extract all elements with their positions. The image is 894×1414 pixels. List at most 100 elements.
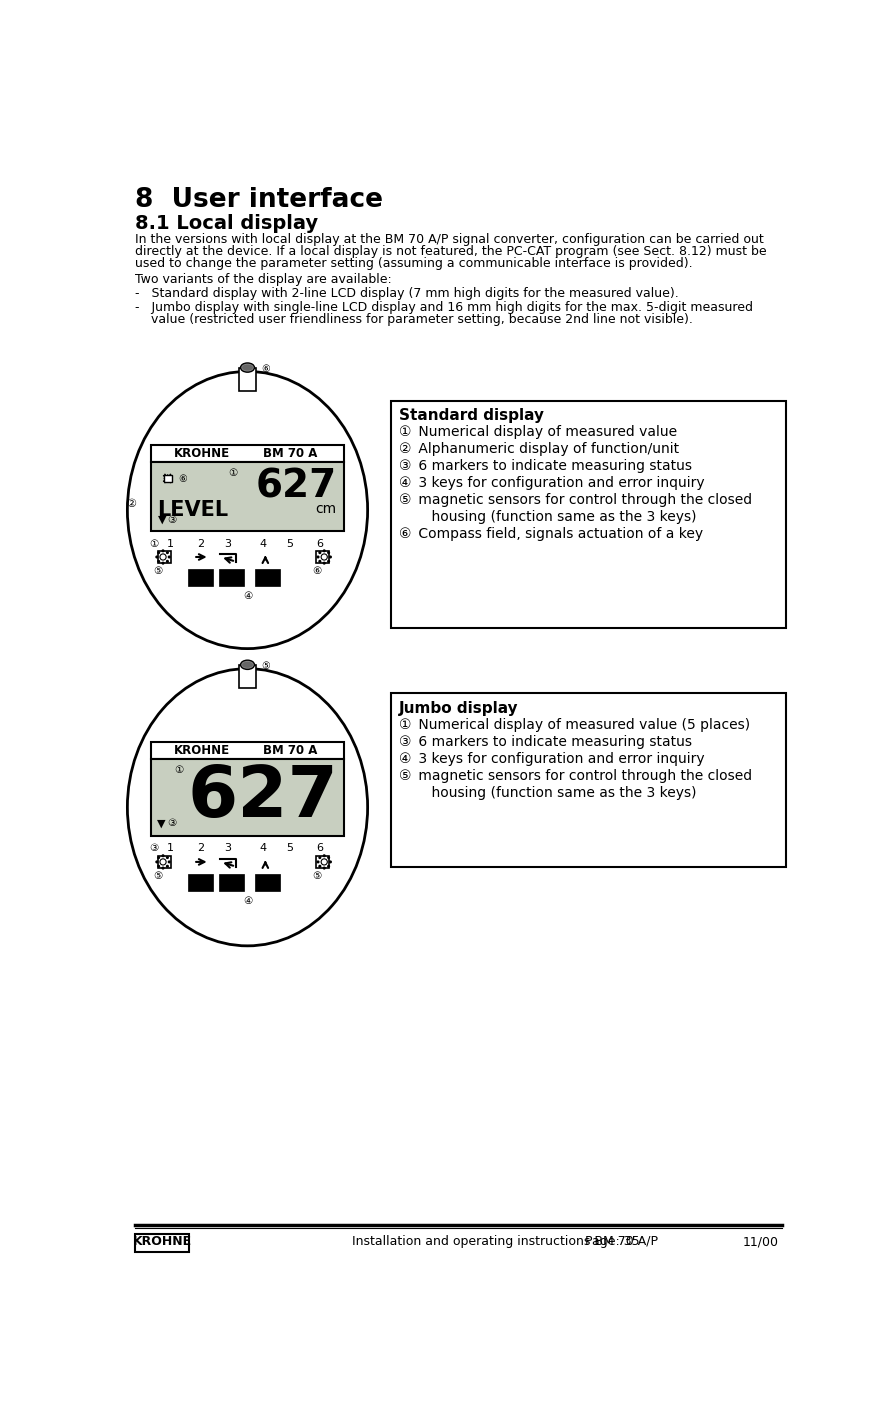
- Ellipse shape: [318, 560, 321, 563]
- Text: magnetic sensors for control through the closed: magnetic sensors for control through the…: [414, 769, 752, 783]
- Bar: [188, 874, 213, 891]
- Ellipse shape: [241, 365, 253, 370]
- Text: 627: 627: [255, 468, 336, 506]
- Ellipse shape: [167, 556, 171, 559]
- Ellipse shape: [323, 549, 325, 553]
- Text: ⑥: ⑥: [178, 474, 187, 484]
- Text: 1: 1: [166, 539, 173, 549]
- Text: 3: 3: [224, 539, 232, 549]
- Text: 8  User interface: 8 User interface: [135, 187, 383, 212]
- Text: ⑤: ⑤: [398, 769, 410, 783]
- Bar: [150, 759, 344, 836]
- Text: ④: ④: [242, 591, 252, 601]
- Text: 4: 4: [259, 539, 266, 549]
- Text: housing (function same as the 3 keys): housing (function same as the 3 keys): [414, 510, 696, 525]
- Text: value (restricted user friendliness for parameter setting, because 2nd line not : value (restricted user friendliness for …: [135, 312, 692, 325]
- Text: 1: 1: [166, 843, 173, 854]
- Text: BM 70 A: BM 70 A: [263, 447, 317, 460]
- Text: ①: ①: [228, 468, 237, 478]
- Ellipse shape: [323, 867, 325, 870]
- Ellipse shape: [241, 662, 253, 667]
- Ellipse shape: [157, 551, 160, 554]
- Text: ②: ②: [127, 499, 137, 509]
- Text: Numerical display of measured value (5 places): Numerical display of measured value (5 p…: [414, 718, 749, 732]
- Bar: [150, 742, 344, 759]
- Text: KROHNE: KROHNE: [173, 744, 230, 756]
- Bar: [218, 570, 243, 587]
- Ellipse shape: [318, 551, 321, 554]
- Text: KROHNE: KROHNE: [132, 1234, 191, 1249]
- Text: In the versions with local display at the BM 70 A/P signal converter, configurat: In the versions with local display at th…: [135, 233, 763, 246]
- Ellipse shape: [126, 667, 368, 946]
- Ellipse shape: [161, 561, 164, 564]
- Text: Two variants of the display are available:: Two variants of the display are availabl…: [135, 273, 392, 286]
- Bar: [316, 551, 328, 563]
- Text: -   Standard display with 2-line LCD display (7 mm high digits for the measured : - Standard display with 2-line LCD displ…: [135, 287, 679, 300]
- Text: ⑥: ⑥: [261, 365, 270, 375]
- Text: 8.1 Local display: 8.1 Local display: [135, 215, 318, 233]
- Text: ▼: ▼: [156, 819, 165, 829]
- Text: ②: ②: [398, 443, 410, 457]
- Text: LEVEL: LEVEL: [156, 501, 228, 520]
- Text: 11/00: 11/00: [741, 1234, 778, 1249]
- Text: ④: ④: [242, 896, 252, 906]
- Ellipse shape: [321, 858, 327, 865]
- Text: used to change the parameter setting (assuming a communicable interface is provi: used to change the parameter setting (as…: [135, 257, 692, 270]
- Bar: [218, 874, 243, 891]
- Ellipse shape: [165, 560, 169, 563]
- Text: 6 markers to indicate measuring status: 6 markers to indicate measuring status: [414, 460, 691, 474]
- Ellipse shape: [157, 560, 160, 563]
- Bar: [135, 1234, 190, 1253]
- Bar: [239, 368, 256, 390]
- Bar: [158, 855, 171, 868]
- Bar: [164, 475, 172, 482]
- Text: ③: ③: [167, 819, 177, 829]
- Ellipse shape: [318, 865, 321, 868]
- Ellipse shape: [165, 551, 169, 554]
- Text: ⑤: ⑤: [398, 493, 410, 508]
- Bar: [150, 461, 344, 530]
- Text: -   Jumbo display with single-line LCD display and 16 mm high digits for the max: - Jumbo display with single-line LCD dis…: [135, 301, 752, 314]
- Text: Standard display: Standard display: [398, 409, 543, 423]
- Text: cm: cm: [316, 502, 336, 516]
- Bar: [255, 570, 280, 587]
- Text: directly at the device. If a local display is not featured, the PC-CAT program (: directly at the device. If a local displ…: [135, 245, 766, 259]
- Text: 2: 2: [198, 843, 205, 854]
- Ellipse shape: [167, 860, 171, 864]
- Text: 6 markers to indicate measuring status: 6 markers to indicate measuring status: [414, 735, 691, 749]
- Ellipse shape: [126, 370, 368, 649]
- Ellipse shape: [318, 855, 321, 860]
- Ellipse shape: [326, 865, 330, 868]
- Bar: [188, 570, 213, 587]
- Text: Jumbo display: Jumbo display: [398, 701, 518, 715]
- Text: ④: ④: [398, 752, 410, 766]
- Bar: [239, 665, 256, 687]
- Text: ⑤: ⑤: [311, 871, 321, 881]
- Text: 5: 5: [286, 539, 293, 549]
- Text: ⑥: ⑥: [311, 566, 321, 577]
- Ellipse shape: [240, 660, 254, 669]
- Text: 6: 6: [316, 539, 323, 549]
- Text: ①: ①: [398, 426, 410, 440]
- Ellipse shape: [157, 865, 160, 868]
- Bar: [158, 551, 171, 563]
- Ellipse shape: [316, 556, 319, 559]
- Text: 2: 2: [198, 539, 205, 549]
- Ellipse shape: [160, 858, 166, 865]
- Ellipse shape: [321, 554, 327, 560]
- Text: ①: ①: [173, 765, 183, 775]
- Ellipse shape: [316, 860, 319, 864]
- Text: Compass field, signals actuation of a key: Compass field, signals actuation of a ke…: [414, 527, 703, 542]
- Bar: [150, 444, 344, 461]
- Ellipse shape: [328, 556, 332, 559]
- Ellipse shape: [160, 554, 166, 560]
- Ellipse shape: [240, 363, 254, 372]
- Text: ⑤: ⑤: [154, 566, 163, 577]
- Text: Numerical display of measured value: Numerical display of measured value: [414, 426, 677, 440]
- Text: ⑤: ⑤: [154, 871, 163, 881]
- Text: 4: 4: [259, 843, 266, 854]
- Text: ①: ①: [149, 539, 158, 549]
- Ellipse shape: [323, 561, 325, 564]
- Ellipse shape: [155, 860, 158, 864]
- Text: 3: 3: [224, 843, 232, 854]
